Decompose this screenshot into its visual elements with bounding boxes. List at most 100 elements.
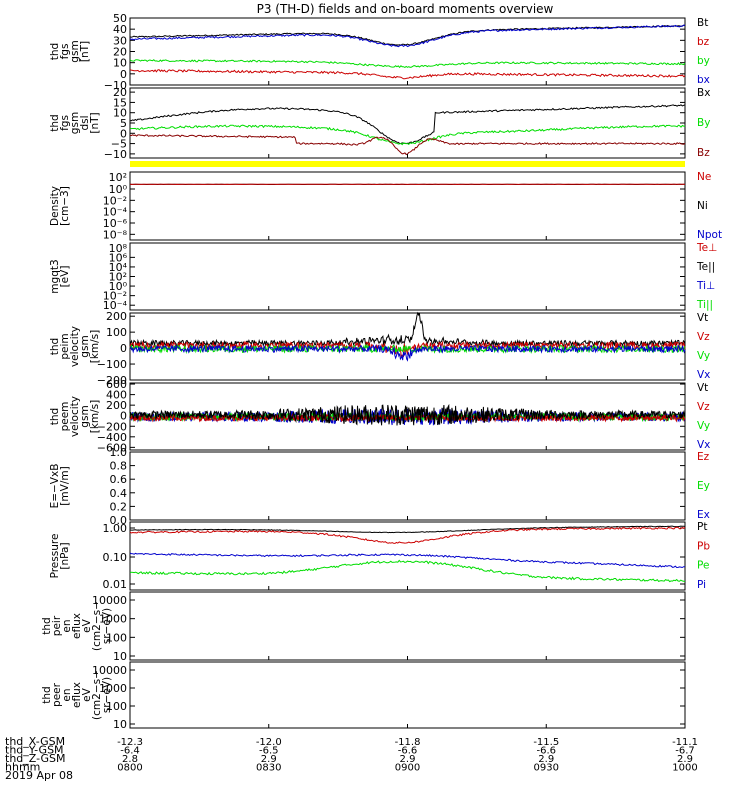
series-line-green	[129, 124, 686, 146]
y-axis-label: gsm	[79, 405, 91, 427]
y-tick-label: 0.6	[110, 473, 128, 486]
y-axis-label: eflux	[71, 682, 83, 708]
legend-entry: Bt	[697, 17, 708, 29]
series-line-red	[129, 69, 686, 80]
y-tick-label: −5	[111, 138, 127, 151]
y-tick-label: −100	[97, 358, 127, 371]
eclipse-bar	[130, 161, 685, 167]
series-line-green	[129, 59, 686, 69]
y-tick-label: 10⁶	[109, 251, 128, 264]
y-tick-label: 10⁰	[109, 280, 128, 293]
x-tick-label: 0800	[117, 763, 142, 774]
y-tick-label: 1.0	[110, 446, 128, 459]
y-tick-label: 15	[113, 96, 127, 109]
x-tick-label: -6.7	[675, 746, 695, 757]
x-axis-row-label: thd_X-GSM	[5, 735, 65, 748]
y-axis-label: velocity	[69, 326, 81, 367]
series-line-blue	[129, 24, 686, 48]
legend-entry: Vy	[697, 420, 710, 432]
y-tick-label: 30	[113, 34, 127, 47]
legend-entry: Pt	[697, 521, 707, 533]
legend-entry: Bz	[697, 147, 710, 159]
legend-entry: by	[697, 55, 710, 67]
legend-entry: Ez	[697, 451, 710, 463]
series-line-blue	[129, 343, 686, 362]
panel-peir_eflux: 10000 1000 100 10 thdpeirenefluxeV(cm2−s−sr−…	[41, 591, 686, 663]
y-tick-label: −200	[97, 420, 127, 433]
y-tick-label: 10000	[92, 594, 127, 607]
y-axis-label: [nT]	[89, 112, 101, 133]
x-tick-label: 2.9	[400, 754, 416, 765]
legend-entry: Ex	[697, 509, 710, 521]
plot-title: P3 (TH-D) fields and on-board moments ov…	[257, 2, 554, 16]
panel-peer_eflux: 10000 1000 100 10 thdpeerenefluxeV(cm2−s−sr−…	[41, 661, 686, 731]
y-tick-label: 10⁴	[109, 261, 128, 274]
panel-frame	[129, 451, 686, 521]
y-axis-label: peer	[51, 682, 63, 707]
y-tick-label: 400	[106, 389, 127, 402]
y-tick-label: 0	[120, 68, 127, 81]
panels: 50403020100−10thdfgsgsm[nT]Btbzbybx20151…	[41, 12, 722, 731]
y-axis-label: (cm2−s−	[91, 601, 103, 651]
y-axis-label: en	[61, 619, 73, 632]
y-tick-label: 1000	[99, 682, 127, 695]
y-tick-label: −10	[104, 79, 127, 92]
y-axis-label: velocity	[69, 396, 81, 437]
y-axis-label: mgqt3	[49, 259, 61, 293]
y-axis-label: gsm	[69, 112, 81, 134]
x-tick-label: -6.6	[398, 746, 418, 757]
x-tick-label: 0830	[256, 763, 281, 774]
y-axis-label: [km/s]	[89, 400, 101, 434]
legend-entry: Te⊥	[696, 242, 717, 254]
y-axis-label: peir	[51, 615, 63, 636]
y-tick-label: 10⁻⁴	[103, 299, 128, 312]
x-tick-label: 0900	[395, 763, 420, 774]
y-axis-label: [eV]	[59, 266, 71, 288]
x-axis-row-label: thd_Y-GSM	[5, 744, 64, 757]
y-tick-label: 10	[113, 650, 127, 663]
y-tick-label: 0.8	[110, 460, 128, 473]
legend-entry: Vy	[697, 350, 710, 362]
y-axis-label: thd	[41, 686, 53, 703]
x-tick-label: 2.9	[677, 754, 693, 765]
y-tick-label: 10²	[109, 171, 127, 184]
y-axis-label: peem	[59, 402, 71, 432]
legend-entry: Vt	[697, 382, 708, 394]
x-tick-label: -6.6	[536, 746, 556, 757]
y-tick-label: 5	[120, 117, 127, 130]
y-tick-label: 200	[106, 399, 127, 412]
series-line-blue	[129, 552, 686, 569]
y-tick-label: 1.00	[103, 522, 128, 535]
y-tick-label: 600	[106, 378, 127, 391]
y-tick-label: −400	[97, 431, 127, 444]
y-axis-label: peim	[59, 333, 71, 359]
x-tick-label: -11.8	[395, 737, 421, 748]
y-axis-label: thd	[41, 617, 53, 634]
x-tick-label: -12.0	[256, 737, 282, 748]
y-tick-label: 40	[113, 23, 127, 36]
legend-entry: Vx	[697, 439, 710, 451]
y-tick-label: 10⁰	[109, 183, 128, 196]
y-axis-label: fgs	[59, 44, 71, 60]
panel-efield: 1.00.80.60.40.20.0 E=−VxB[mV/m] Ez Ey Ex	[49, 446, 710, 527]
y-axis-label: sr−eV)	[101, 608, 113, 644]
legend-entry: Vt	[697, 312, 708, 324]
x-tick-label: 2.8	[122, 754, 138, 765]
y-tick-label: 10⁻²	[103, 194, 127, 207]
y-tick-label: 50	[113, 12, 127, 25]
series-line-red	[129, 340, 686, 358]
y-axis-label: [mV/m]	[59, 466, 71, 505]
panel-frame	[129, 171, 686, 241]
series-line-black	[129, 403, 686, 426]
y-axis-label: fgs	[59, 115, 71, 131]
legend-entry: Te||	[696, 261, 715, 273]
y-axis-label: Density	[49, 186, 61, 226]
y-axis-label: Pressure	[49, 534, 61, 579]
x-axis-row-label: thd_Z-GSM	[5, 752, 65, 765]
y-axis-label: E=−VxB	[49, 464, 61, 509]
